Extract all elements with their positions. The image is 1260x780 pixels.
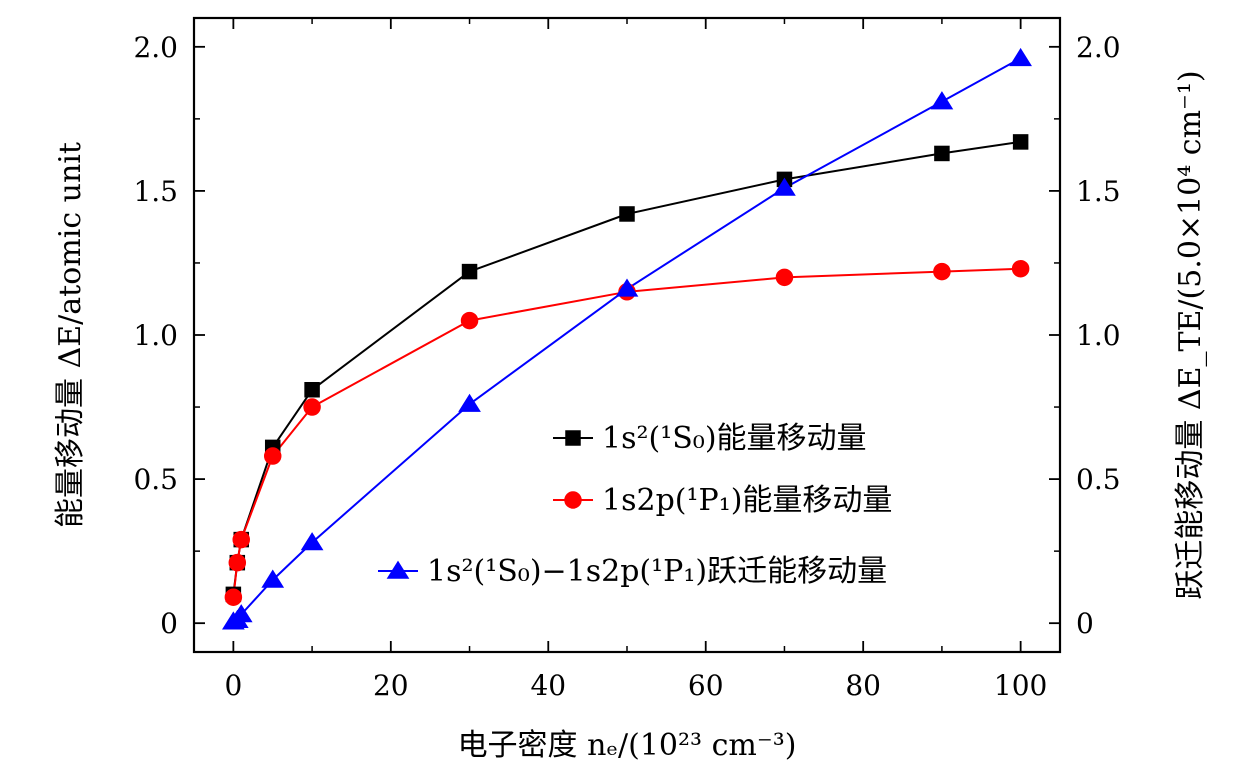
x-tick-label: 20 bbox=[373, 669, 409, 702]
data-point-square bbox=[1012, 134, 1029, 150]
legend-marker-square bbox=[565, 430, 581, 446]
series-line-1 bbox=[232, 267, 1021, 598]
x-tick-label: 40 bbox=[530, 669, 566, 702]
series-lines-group bbox=[232, 57, 1022, 623]
x-axis-label: 电子密度 nₑ/(10²³ cm⁻³) bbox=[458, 728, 797, 763]
data-point-triangle bbox=[229, 604, 253, 623]
y-tick-label-right: 1.0 bbox=[1076, 319, 1121, 352]
data-point-circle bbox=[232, 530, 250, 549]
x-tick-label: 60 bbox=[688, 669, 724, 702]
legend: 1s²(¹S₀)能量移动量 1s2p(¹P₁)能量移动量 1s²(¹S₀)−1s… bbox=[378, 421, 892, 589]
data-point-circle bbox=[460, 311, 479, 330]
ticks-group: 0 20 40 60 80 100 0 0 0.5 0.5 1.0 1.0 1.5 1.5 2.0 2.0 bbox=[133, 18, 1121, 702]
legend-marker-circle bbox=[564, 491, 582, 509]
data-point-circle bbox=[228, 553, 247, 572]
data-point-circle bbox=[1011, 259, 1030, 278]
data-point-triangle bbox=[615, 278, 639, 297]
series-markers-group bbox=[222, 47, 1032, 630]
series-line-2 bbox=[233, 57, 1022, 623]
y-tick-label-right: 2.0 bbox=[1076, 31, 1121, 64]
legend-label-transition: 1s²(¹S₀)−1s2p(¹P₁)跃迁能移动量 bbox=[427, 554, 887, 589]
y-axis-label-left: 能量移动量 ΔE/atomic unit bbox=[53, 142, 88, 528]
legend-label-1s2p-1P1: 1s2p(¹P₁)能量移动量 bbox=[602, 483, 892, 518]
data-point-circle bbox=[775, 268, 794, 287]
data-point-square bbox=[461, 263, 478, 280]
y-tick-label-left: 2.0 bbox=[133, 31, 178, 64]
data-point-circle bbox=[224, 588, 243, 606]
plot-area-group: 0 20 40 60 80 100 0 0 0.5 0.5 1.0 1.0 1.5 1.5 2.0 2.0 bbox=[133, 16, 1121, 702]
x-tick-label: 100 bbox=[994, 669, 1047, 702]
data-point-square bbox=[619, 206, 635, 222]
data-point-circle bbox=[933, 262, 951, 281]
y-tick-label-right: 0.5 bbox=[1076, 463, 1121, 496]
y-tick-label-left: 1.0 bbox=[133, 319, 178, 352]
data-point-triangle bbox=[300, 532, 324, 551]
y-tick-label-left: 0.5 bbox=[133, 463, 178, 496]
y-axis-label-right: 跃迁能移动量 ΔE_TE/(5.0×10⁴ cm⁻¹) bbox=[1173, 70, 1208, 599]
x-tick-label: 80 bbox=[845, 669, 881, 702]
legend-item-1s2-1S0: 1s²(¹S₀)能量移动量 bbox=[553, 421, 867, 456]
legend-marker-triangle bbox=[386, 560, 410, 579]
legend-item-transition: 1s²(¹S₀)−1s2p(¹P₁)跃迁能移动量 bbox=[378, 554, 887, 589]
data-point-square bbox=[304, 382, 320, 398]
data-point-square bbox=[934, 145, 950, 162]
data-point-triangle bbox=[773, 177, 796, 196]
data-point-triangle bbox=[458, 393, 481, 412]
y-tick-label-right: 0 bbox=[1076, 607, 1094, 640]
y-tick-label-right: 1.5 bbox=[1076, 175, 1121, 208]
y-tick-label-left: 1.5 bbox=[133, 175, 178, 208]
x-tick-label: 0 bbox=[224, 669, 242, 702]
data-point-circle bbox=[263, 447, 282, 465]
data-point-triangle bbox=[261, 569, 285, 588]
y-tick-label-left: 0 bbox=[160, 607, 178, 640]
data-point-circle bbox=[303, 398, 321, 416]
data-point-triangle bbox=[1009, 47, 1032, 67]
legend-item-1s2p-1P1: 1s2p(¹P₁)能量移动量 bbox=[553, 483, 892, 518]
data-point-triangle bbox=[930, 91, 954, 110]
legend-label-1s2-1S0: 1s²(¹S₀)能量移动量 bbox=[602, 421, 867, 456]
